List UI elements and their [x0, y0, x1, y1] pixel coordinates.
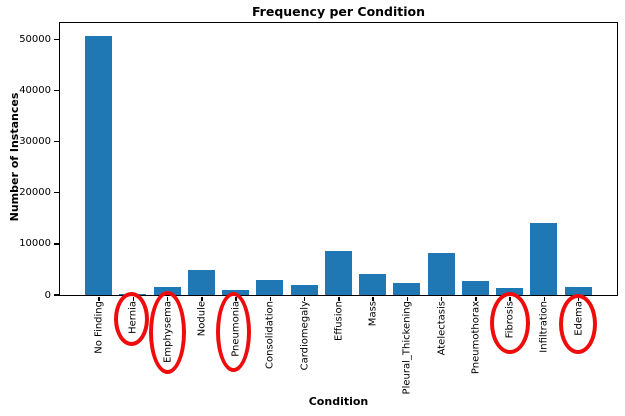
x-tick-mark-pneumothorax: [475, 296, 477, 301]
y-tick-label-20000: 20000: [19, 187, 51, 199]
x-tick-mark-nodule: [201, 296, 203, 301]
bar-atelectasis: [427, 252, 455, 295]
y-tick-mark-50000: [53, 38, 59, 41]
bar-pleural-thickening: [393, 282, 421, 295]
y-tick-mark-20000: [53, 191, 59, 194]
bar-pneumothorax: [461, 280, 489, 295]
y-tick-mark-0: [53, 294, 59, 296]
x-tick-mark-mass: [372, 296, 374, 301]
x-tick-mark-effusion: [338, 296, 340, 301]
annotation-ellipse-emphysema: [149, 291, 186, 374]
x-tick-mark-infiltration: [543, 296, 545, 301]
y-tick-mark-30000: [53, 140, 59, 143]
x-axis-label: Condition: [308, 395, 369, 408]
chart-title: Frequency per Condition: [251, 4, 426, 19]
y-tick-label-30000: 30000: [19, 136, 51, 148]
x-tick-label-pleural-thickening: Pleural_Thickening: [401, 301, 413, 395]
y-tick-mark-10000: [53, 243, 59, 245]
x-tick-label-nodule: Nodule: [196, 301, 208, 337]
y-tick-mark-40000: [53, 89, 59, 92]
bar-consolidation: [256, 279, 284, 295]
x-tick-label-no-finding: No Finding: [93, 301, 105, 354]
annotation-ellipse-hernia: [114, 292, 149, 346]
x-tick-label-cardiomegaly: Cardiomegaly: [299, 301, 310, 371]
bar-nodule: [187, 269, 215, 295]
y-tick-label-0: 0: [44, 289, 51, 301]
x-tick-label-infiltration: Infiltration: [538, 301, 550, 353]
x-tick-label-effusion: Effusion: [333, 301, 345, 341]
bar-no-finding: [85, 35, 112, 295]
x-tick-mark-atelectasis: [440, 296, 443, 301]
x-tick-mark-pleural-thickening: [406, 296, 408, 301]
x-tick-label-atelectasis: Atelectasis: [436, 301, 447, 356]
x-tick-label-pneumothorax: Pneumothorax: [470, 301, 482, 375]
x-tick-mark-no-finding: [98, 296, 100, 301]
bar-fibrosis: [496, 287, 523, 295]
annotation-ellipse-pneumonia: [216, 292, 251, 372]
y-tick-label-40000: 40000: [19, 84, 51, 96]
x-tick-mark-cardiomegaly: [303, 296, 306, 301]
bar-effusion: [324, 250, 352, 295]
x-tick-mark-consolidation: [269, 296, 271, 301]
y-tick-label-50000: 50000: [19, 33, 51, 45]
y-tick-label-10000: 10000: [19, 238, 51, 250]
plot-area: [58, 21, 618, 296]
bar-mass: [359, 273, 386, 295]
annotation-ellipse-edema: [559, 294, 597, 354]
bar-emphysema: [153, 286, 181, 295]
bar-edema: [564, 286, 592, 295]
y-axis-label: Number of Instances: [8, 92, 21, 222]
x-tick-label-consolidation: Consolidation: [264, 301, 276, 369]
x-tick-label-mass: Mass: [367, 301, 379, 327]
annotation-ellipse-fibrosis: [490, 292, 530, 354]
bar-cardiomegaly: [290, 284, 318, 295]
bar-infiltration: [530, 222, 558, 295]
